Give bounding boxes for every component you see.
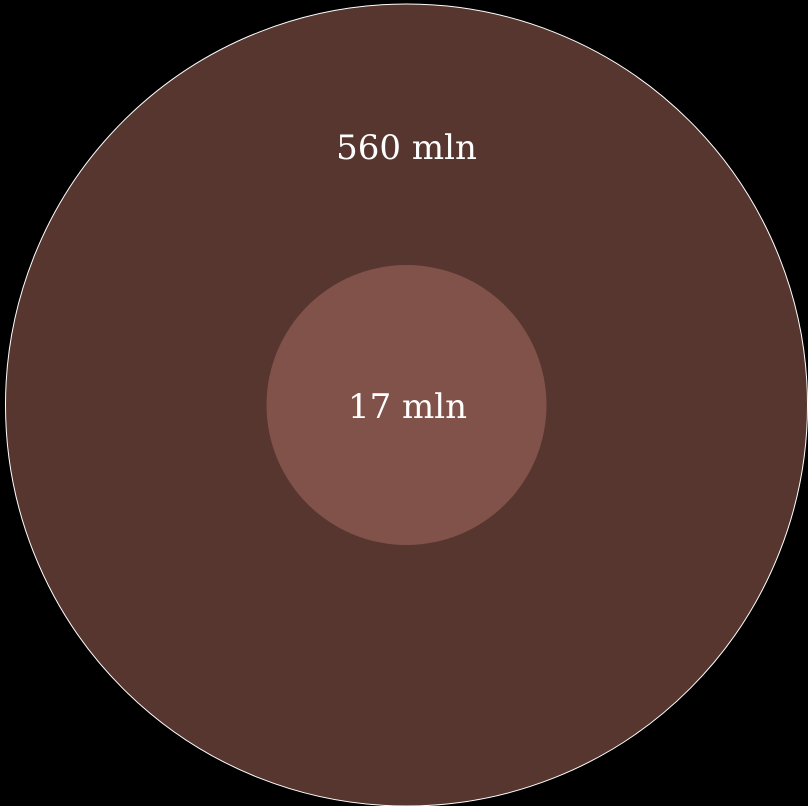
bubble-inner-label: 17 mln (348, 387, 467, 427)
bubble-inner (266, 265, 547, 545)
bubble-outer-label: 560 mln (336, 128, 477, 168)
